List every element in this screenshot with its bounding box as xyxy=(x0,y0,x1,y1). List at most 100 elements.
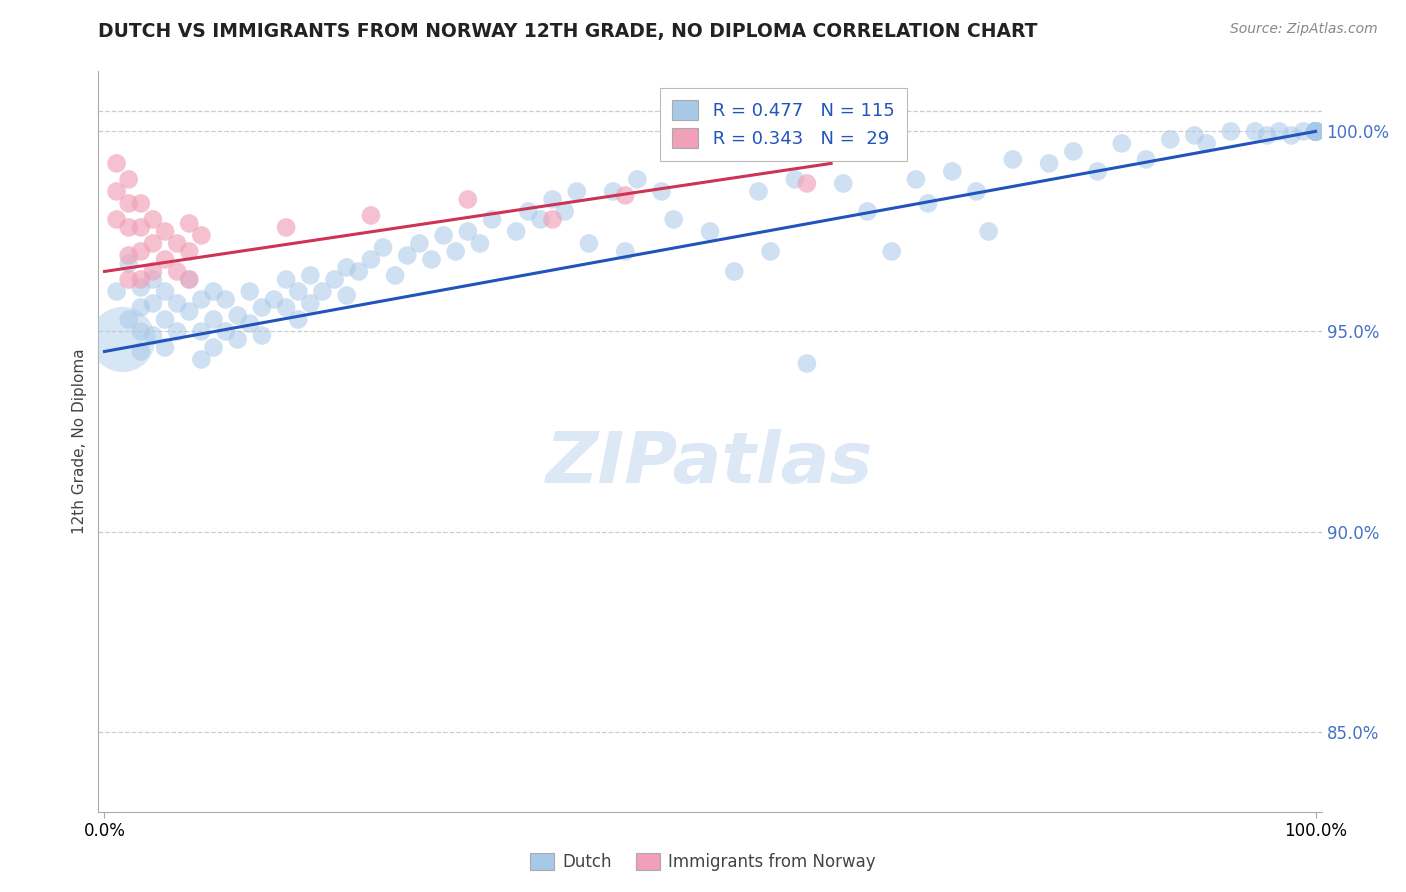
Point xyxy=(179,244,201,259)
Y-axis label: 12th Grade, No Diploma: 12th Grade, No Diploma xyxy=(72,349,87,534)
Point xyxy=(796,177,818,191)
Point xyxy=(142,272,165,286)
Point xyxy=(214,293,236,307)
Point xyxy=(118,312,141,326)
Point xyxy=(1305,124,1327,138)
Point xyxy=(1087,164,1109,178)
Point xyxy=(1184,128,1206,143)
Point xyxy=(214,325,236,339)
Point xyxy=(105,185,128,199)
Point xyxy=(1219,124,1241,138)
Point xyxy=(311,285,333,299)
Point xyxy=(360,209,382,223)
Point xyxy=(977,224,1000,238)
Point xyxy=(1305,124,1327,138)
Point xyxy=(190,325,212,339)
Point xyxy=(118,272,141,286)
Point xyxy=(287,285,309,299)
Point xyxy=(941,164,963,178)
Point xyxy=(299,268,322,283)
Point xyxy=(276,220,298,235)
Point xyxy=(917,196,939,211)
Point xyxy=(1305,124,1327,138)
Point xyxy=(153,341,176,355)
Point xyxy=(263,293,285,307)
Point xyxy=(1159,132,1181,146)
Point xyxy=(129,272,152,286)
Point xyxy=(153,252,176,267)
Point xyxy=(118,172,141,186)
Point xyxy=(759,244,782,259)
Point xyxy=(420,252,443,267)
Point xyxy=(179,304,201,318)
Point xyxy=(1292,124,1315,138)
Point xyxy=(457,193,479,207)
Point xyxy=(371,240,394,254)
Point xyxy=(129,196,152,211)
Point xyxy=(239,285,262,299)
Point xyxy=(336,260,359,275)
Point xyxy=(1279,128,1302,143)
Point xyxy=(166,236,188,251)
Point xyxy=(129,344,152,359)
Point xyxy=(347,264,370,278)
Point xyxy=(239,317,262,331)
Point xyxy=(554,204,576,219)
Point xyxy=(1268,124,1291,138)
Point xyxy=(432,228,454,243)
Point xyxy=(299,296,322,310)
Point xyxy=(202,285,225,299)
Point xyxy=(602,185,624,199)
Point xyxy=(396,248,419,262)
Point xyxy=(226,333,249,347)
Point xyxy=(129,220,152,235)
Point xyxy=(129,280,152,294)
Point xyxy=(1305,124,1327,138)
Point xyxy=(1038,156,1060,170)
Point xyxy=(323,272,346,286)
Point xyxy=(1305,124,1327,138)
Point xyxy=(1305,124,1327,138)
Text: ZIPatlas: ZIPatlas xyxy=(547,429,873,499)
Point xyxy=(1305,124,1327,138)
Point xyxy=(1244,124,1267,138)
Point xyxy=(541,212,564,227)
Point xyxy=(1062,145,1084,159)
Point xyxy=(1305,124,1327,138)
Point xyxy=(276,301,298,315)
Point xyxy=(468,236,491,251)
Point xyxy=(142,212,165,227)
Point xyxy=(250,301,273,315)
Point xyxy=(1111,136,1133,151)
Point xyxy=(1305,124,1327,138)
Point xyxy=(142,328,165,343)
Text: Source: ZipAtlas.com: Source: ZipAtlas.com xyxy=(1230,22,1378,37)
Point xyxy=(190,352,212,367)
Point xyxy=(202,312,225,326)
Point xyxy=(1135,153,1157,167)
Point xyxy=(1305,124,1327,138)
Point xyxy=(250,328,273,343)
Point xyxy=(166,296,188,310)
Point xyxy=(118,248,141,262)
Point xyxy=(179,216,201,230)
Point xyxy=(408,236,430,251)
Point xyxy=(129,325,152,339)
Point xyxy=(105,156,128,170)
Point xyxy=(457,224,479,238)
Point xyxy=(699,224,721,238)
Point xyxy=(1195,136,1218,151)
Point xyxy=(723,264,745,278)
Point xyxy=(880,244,903,259)
Point xyxy=(1305,124,1327,138)
Point xyxy=(505,224,527,238)
Point xyxy=(1305,124,1327,138)
Point xyxy=(904,172,927,186)
Point xyxy=(179,272,201,286)
Legend:  R = 0.477   N = 115,  R = 0.343   N =  29: R = 0.477 N = 115, R = 0.343 N = 29 xyxy=(659,87,907,161)
Point xyxy=(111,333,134,347)
Point xyxy=(1305,124,1327,138)
Point xyxy=(118,196,141,211)
Point xyxy=(166,325,188,339)
Point xyxy=(118,256,141,270)
